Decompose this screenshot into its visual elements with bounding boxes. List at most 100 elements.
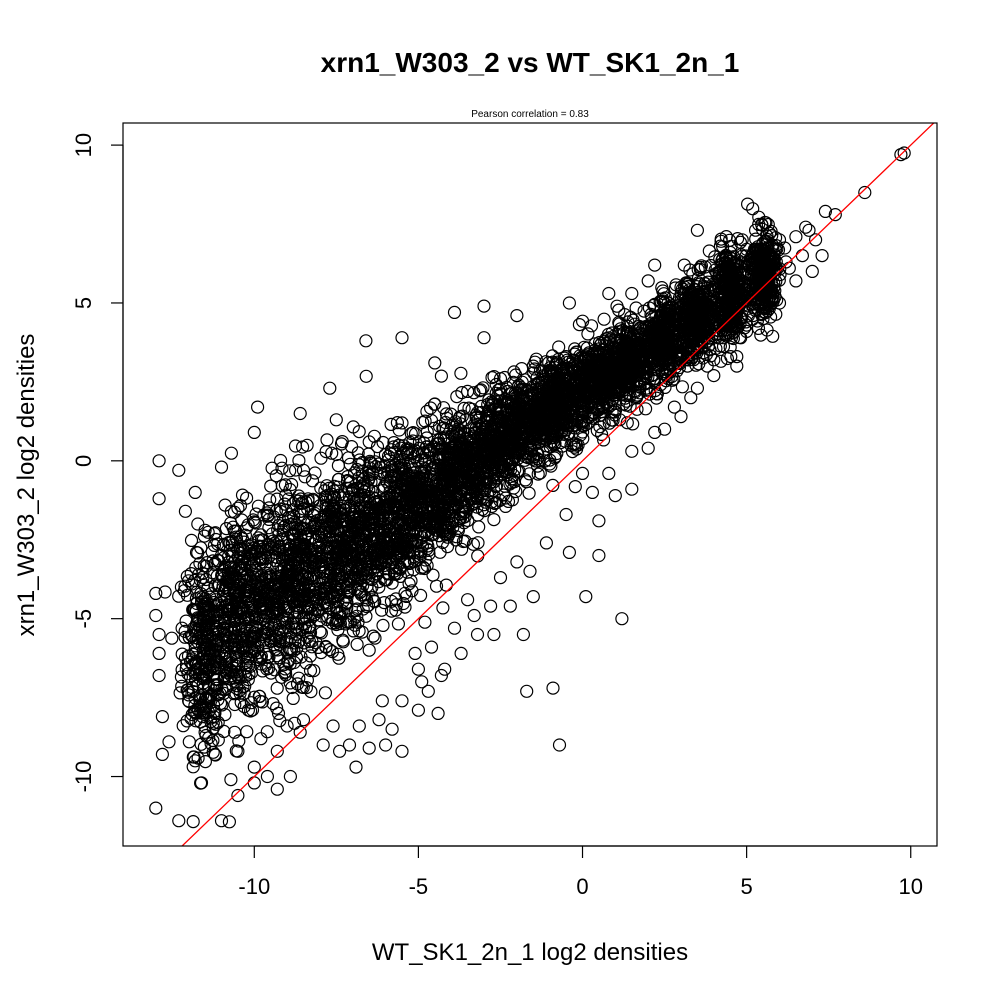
data-point — [387, 470, 401, 484]
data-point — [414, 544, 428, 559]
data-point — [211, 715, 225, 730]
data-point — [644, 307, 658, 321]
data-point — [418, 561, 432, 576]
data-point — [260, 506, 274, 520]
data-point — [240, 491, 254, 505]
data-point — [626, 417, 640, 431]
data-point — [209, 652, 224, 666]
data-point — [489, 480, 503, 494]
data-point — [452, 412, 466, 426]
data-point — [560, 405, 575, 420]
data-point — [469, 494, 483, 508]
data-point — [406, 537, 420, 551]
data-point — [233, 499, 248, 513]
data-point — [279, 634, 293, 648]
data-point — [366, 511, 380, 525]
data-point — [439, 407, 453, 421]
data-point — [271, 598, 285, 612]
data-point — [250, 612, 264, 626]
data-point — [270, 492, 284, 506]
data-point — [519, 475, 534, 489]
data-point — [394, 458, 408, 472]
data-point — [472, 520, 486, 534]
data-point — [271, 518, 286, 533]
data-point — [223, 583, 237, 597]
data-point — [369, 548, 383, 563]
data-point — [364, 512, 378, 527]
data-point — [436, 487, 450, 501]
data-point — [386, 552, 400, 566]
data-point — [412, 435, 426, 449]
data-point — [661, 296, 675, 310]
data-point — [314, 533, 329, 548]
data-point — [650, 387, 664, 401]
data-point — [414, 526, 428, 541]
data-point — [581, 327, 595, 341]
data-point — [464, 470, 478, 484]
data-point — [242, 667, 256, 681]
data-point — [283, 482, 297, 497]
data-point — [287, 509, 301, 524]
data-point — [539, 382, 553, 396]
data-point — [657, 326, 671, 340]
data-point — [649, 391, 664, 405]
data-point — [439, 464, 453, 478]
data-point — [320, 596, 334, 610]
data-point — [318, 529, 333, 544]
data-point — [209, 672, 223, 686]
data-point — [398, 600, 412, 614]
data-point — [489, 472, 504, 486]
data-point — [305, 474, 320, 488]
data-point — [470, 458, 484, 472]
data-point — [357, 501, 371, 515]
data-point — [526, 452, 540, 466]
data-point — [450, 390, 464, 404]
data-point — [414, 588, 428, 603]
data-point — [253, 694, 267, 708]
data-point — [336, 594, 350, 609]
data-point — [510, 464, 525, 478]
data-point — [503, 418, 517, 432]
data-point — [206, 733, 220, 748]
data-point — [438, 415, 453, 430]
data-point — [511, 430, 526, 444]
data-point — [227, 586, 241, 601]
data-point — [222, 560, 237, 574]
data-point — [474, 383, 488, 397]
data-point — [662, 343, 676, 357]
data-point — [617, 379, 632, 393]
data-point — [201, 705, 216, 719]
data-point — [316, 572, 330, 586]
data-point — [308, 517, 322, 532]
data-point — [507, 424, 521, 438]
data-point — [262, 512, 276, 527]
data-point — [449, 499, 463, 513]
data-point — [352, 552, 366, 567]
data-point — [313, 624, 327, 639]
chart-subtitle: Pearson correlation = 0.83 — [471, 109, 589, 120]
data-point — [245, 600, 259, 615]
data-point — [389, 598, 403, 612]
data-point — [350, 637, 364, 652]
data-point — [361, 598, 376, 612]
data-point — [345, 555, 359, 569]
points-layer — [149, 146, 911, 829]
data-point — [200, 609, 214, 624]
data-point — [567, 384, 582, 398]
data-point — [569, 376, 583, 390]
data-point — [521, 404, 535, 418]
data-point — [568, 342, 582, 356]
data-point — [472, 470, 486, 484]
data-point — [186, 814, 200, 829]
data-point — [524, 443, 538, 457]
data-point — [356, 528, 370, 542]
data-point — [249, 579, 263, 593]
data-point — [307, 588, 321, 602]
data-point — [539, 390, 553, 404]
data-point — [245, 632, 259, 646]
data-point — [419, 526, 433, 540]
data-point — [395, 478, 409, 492]
data-point — [569, 442, 584, 456]
data-point — [539, 439, 554, 453]
data-point — [234, 618, 248, 632]
